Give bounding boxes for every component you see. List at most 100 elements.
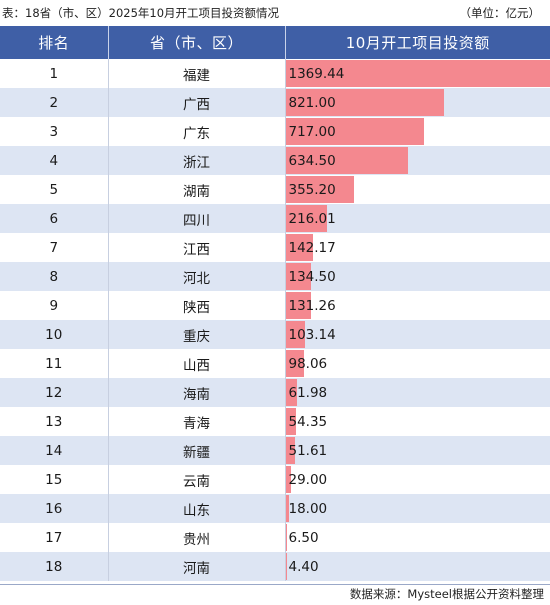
province-cell: 四川 — [107, 204, 285, 233]
investment-value: 6.50 — [288, 529, 319, 546]
investment-value: 98.06 — [288, 355, 328, 372]
rank-cell: 7 — [0, 233, 108, 262]
rank-cell: 12 — [0, 378, 108, 407]
investment-cell: 142.17 — [284, 233, 550, 262]
rank-cell: 16 — [0, 494, 108, 523]
rank-cell: 10 — [0, 320, 108, 349]
investment-bar — [285, 176, 355, 203]
investment-cell: 6.50 — [284, 523, 550, 552]
data-source: 数据来源：Mysteel根据公开资料整理 — [349, 587, 544, 601]
investment-cell: 717.00 — [284, 117, 550, 146]
investment-value: 142.17 — [288, 239, 336, 256]
investment-value: 216.01 — [288, 210, 336, 227]
table-row: 18 河南 4.40 — [0, 552, 550, 581]
rank-cell: 11 — [0, 349, 108, 378]
rank-cell: 4 — [0, 146, 108, 175]
province-cell: 湖南 — [107, 175, 285, 204]
investment-ranking-table: 排名 省（市、区） 10月开工项目投资额 1 福建 1369.44 2 广西 821.00… — [0, 26, 550, 581]
table-row: 17 贵州 6.50 — [0, 523, 550, 552]
province-cell: 重庆 — [107, 320, 285, 349]
investment-bar — [285, 263, 312, 290]
investment-cell: 29.00 — [284, 465, 550, 494]
table-title: 表：18省（市、区）2025年10月开工项目投资额情况 — [2, 6, 280, 20]
rank-cell: 1 — [0, 59, 108, 88]
table-row: 2 广西 821.00 — [0, 88, 550, 117]
table-caption: 表：18省（市、区）2025年10月开工项目投资额情况 （单位：亿元） — [2, 4, 548, 22]
table-row: 13 青海 54.35 — [0, 407, 550, 436]
investment-value: 61.98 — [288, 384, 328, 401]
province-cell: 广西 — [107, 88, 285, 117]
rank-cell: 13 — [0, 407, 108, 436]
investment-cell: 4.40 — [284, 552, 550, 581]
investment-bar — [285, 118, 424, 145]
investment-bar — [285, 321, 306, 348]
rank-cell: 15 — [0, 465, 108, 494]
investment-value: 103.14 — [288, 326, 336, 343]
province-cell: 福建 — [107, 59, 285, 88]
rank-cell: 8 — [0, 262, 108, 291]
rank-cell: 17 — [0, 523, 108, 552]
investment-value: 54.35 — [288, 413, 328, 430]
province-cell: 山西 — [107, 349, 285, 378]
investment-value: 131.26 — [288, 297, 336, 314]
investment-bar — [285, 89, 445, 116]
investment-cell: 131.26 — [284, 291, 550, 320]
province-cell: 贵州 — [107, 523, 285, 552]
table-row: 8 河北 134.50 — [0, 262, 550, 291]
rank-cell: 9 — [0, 291, 108, 320]
header-rank: 排名 — [0, 26, 108, 59]
footer-divider — [0, 584, 550, 585]
investment-cell: 18.00 — [284, 494, 550, 523]
unit-label: （单位：亿元） — [459, 6, 541, 20]
province-cell: 青海 — [107, 407, 285, 436]
province-cell: 浙江 — [107, 146, 285, 175]
investment-bar — [285, 553, 287, 580]
investment-cell: 98.06 — [284, 349, 550, 378]
province-cell: 河南 — [107, 552, 285, 581]
table-row: 14 新疆 51.61 — [0, 436, 550, 465]
table-row: 12 海南 61.98 — [0, 378, 550, 407]
table-row: 9 陕西 131.26 — [0, 291, 550, 320]
table-row: 11 山西 98.06 — [0, 349, 550, 378]
investment-value: 634.50 — [288, 152, 336, 169]
table-row: 6 四川 216.01 — [0, 204, 550, 233]
table-row: 15 云南 29.00 — [0, 465, 550, 494]
rank-cell: 18 — [0, 552, 108, 581]
province-cell: 云南 — [107, 465, 285, 494]
investment-value: 4.40 — [288, 558, 319, 575]
province-cell: 山东 — [107, 494, 285, 523]
investment-value: 18.00 — [288, 500, 328, 517]
investment-bar — [285, 350, 305, 377]
investment-bar — [285, 147, 409, 174]
investment-bar — [285, 437, 296, 464]
investment-value: 134.50 — [288, 268, 336, 285]
investment-bar — [285, 495, 289, 522]
investment-bar — [285, 205, 328, 232]
rank-cell: 6 — [0, 204, 108, 233]
investment-bar — [285, 292, 311, 319]
investment-value: 1369.44 — [288, 65, 345, 82]
rank-cell: 3 — [0, 117, 108, 146]
investment-cell: 355.20 — [284, 175, 550, 204]
investment-value: 29.00 — [288, 471, 328, 488]
province-cell: 河北 — [107, 262, 285, 291]
table-row: 10 重庆 103.14 — [0, 320, 550, 349]
rank-cell: 2 — [0, 88, 108, 117]
investment-cell: 1369.44 — [284, 59, 550, 88]
investment-cell: 51.61 — [284, 436, 550, 465]
table-row: 1 福建 1369.44 — [0, 59, 550, 88]
investment-value: 821.00 — [288, 94, 336, 111]
investment-bar — [285, 379, 298, 406]
province-cell: 新疆 — [107, 436, 285, 465]
investment-cell: 634.50 — [284, 146, 550, 175]
investment-cell: 54.35 — [284, 407, 550, 436]
investment-cell: 821.00 — [284, 88, 550, 117]
investment-cell: 61.98 — [284, 378, 550, 407]
table-row: 3 广东 717.00 — [0, 117, 550, 146]
table-row: 5 湖南 355.20 — [0, 175, 550, 204]
header-row: 排名 省（市、区） 10月开工项目投资额 — [0, 26, 550, 59]
table-row: 16 山东 18.00 — [0, 494, 550, 523]
investment-bar — [285, 408, 296, 435]
investment-cell: 216.01 — [284, 204, 550, 233]
rank-cell: 14 — [0, 436, 108, 465]
